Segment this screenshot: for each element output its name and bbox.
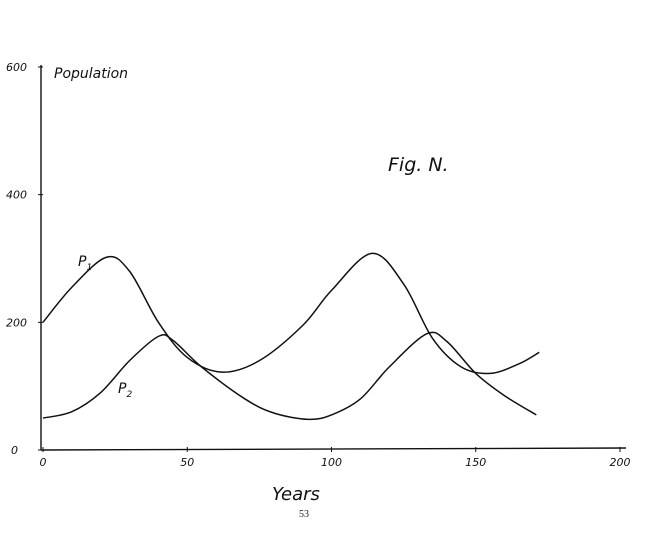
axes: [40, 65, 627, 451]
y-tick-label: 400: [6, 189, 27, 202]
x-tick-label: 200: [610, 456, 631, 469]
y-tick-label: 0: [11, 444, 18, 457]
y-tick-label: 200: [6, 316, 27, 329]
x-axis: [40, 447, 627, 451]
x-tick-label: 50: [180, 456, 194, 469]
x-tick-label: 0: [40, 456, 47, 469]
x-tick-label: 100: [321, 456, 342, 469]
y-tick-label: 600: [6, 61, 27, 74]
x-axis-label: Years: [272, 484, 320, 505]
series-label-p2-main: P: [118, 381, 127, 397]
series-label-p1: P1: [78, 254, 92, 273]
series-label-p2-sub: 2: [126, 390, 132, 400]
series-label-p1-sub: 1: [86, 263, 92, 273]
series-label-p1-main: P: [78, 254, 87, 270]
series-label-p2: P2: [118, 381, 132, 400]
page-number: 53: [299, 509, 309, 520]
series-line-p1: [42, 252, 540, 375]
x-tick-label: 150: [465, 456, 486, 469]
chart-title: Fig. N.: [388, 154, 449, 176]
y-axis-label: Population: [54, 66, 128, 82]
series-line-p2: [42, 331, 537, 421]
